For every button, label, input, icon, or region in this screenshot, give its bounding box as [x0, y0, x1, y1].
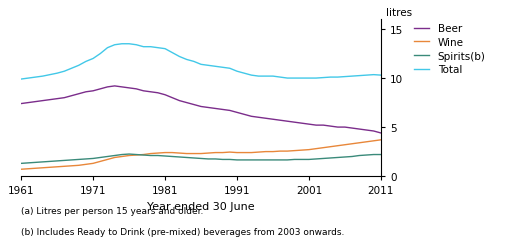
- Text: litres: litres: [386, 8, 412, 18]
- X-axis label: Year ended 30 June: Year ended 30 June: [147, 201, 255, 211]
- Text: (a) Litres per person 15 years and older.: (a) Litres per person 15 years and older…: [21, 207, 204, 216]
- Text: (b) Includes Ready to Drink (pre-mixed) beverages from 2003 onwards.: (b) Includes Ready to Drink (pre-mixed) …: [21, 227, 344, 236]
- Legend: Beer, Wine, Spirits(b), Total: Beer, Wine, Spirits(b), Total: [409, 20, 490, 79]
